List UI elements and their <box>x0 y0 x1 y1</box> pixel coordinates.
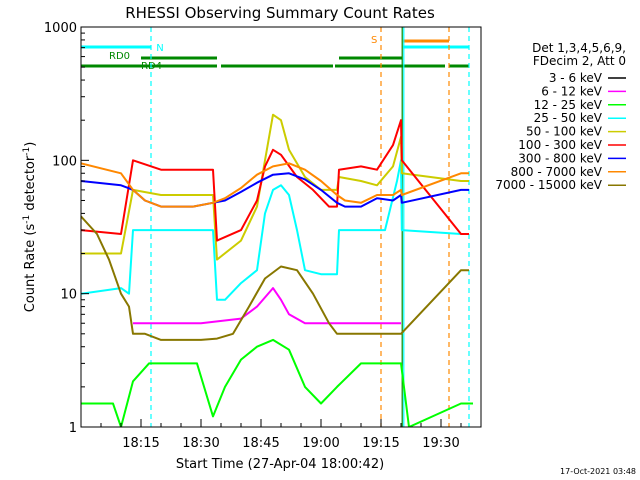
y-axis-label-sup1: -1 <box>22 215 32 224</box>
series-line-2 <box>133 287 401 325</box>
y-axis-label-sup2: -1 <box>22 147 32 156</box>
x-tick-label: 19:30 <box>422 436 459 451</box>
y-tick-label: 1000 <box>44 21 77 36</box>
legend-label-1: 3 - 6 keV <box>549 71 603 85</box>
legend-label-2: 6 - 12 keV <box>541 84 603 98</box>
y-axis: 1 10 100 1000 <box>44 21 89 436</box>
legend: Det 1,3,4,5,6,9, FDecim 2, Att 0 3 - 6 k… <box>495 41 626 192</box>
legend-header-line2: FDecim 2, Att 0 <box>533 54 626 68</box>
x-axis-label: Start Time (27-Apr-04 18:00:42) <box>176 457 384 472</box>
x-axis: 18:15 18:30 18:45 19:00 19:15 19:30 <box>80 419 482 451</box>
legend-label-9: 7000 - 15000 keV <box>495 178 602 192</box>
chart-title: RHESSI Observing Summary Count Rates <box>125 4 435 22</box>
legend-label-4: 25 - 50 keV <box>534 111 603 125</box>
y-tick-label: 10 <box>60 288 77 303</box>
footer-date: 17-Oct-2021 03:48 <box>560 467 636 476</box>
series-line-8 <box>81 162 469 208</box>
plot-area: NRD0RD4S <box>81 27 473 427</box>
legend-label-5: 50 - 100 keV <box>526 125 603 139</box>
series-line-9 <box>81 215 469 341</box>
x-tick-label: 18:45 <box>242 436 279 451</box>
y-axis-label-part2: detector <box>23 155 38 215</box>
x-tick-label: 18:15 <box>122 436 159 451</box>
legend-label-7: 300 - 800 keV <box>518 151 602 165</box>
legend-label-3: 12 - 25 keV <box>534 98 603 112</box>
y-tick-label: 1 <box>69 421 77 436</box>
y-tick-label: 100 <box>52 154 77 169</box>
legend-label-8: 800 - 7000 keV <box>511 165 603 179</box>
x-tick-label: 19:15 <box>362 436 399 451</box>
series-line-4 <box>81 159 469 301</box>
state-label-n: N <box>156 43 163 54</box>
state-label-s: S <box>371 35 377 46</box>
y-axis-label-part1: Count Rate (s <box>23 224 38 313</box>
state-label-rd0: RD0 <box>109 51 130 62</box>
series-line-3 <box>81 338 473 427</box>
x-tick-label: 19:00 <box>302 436 339 451</box>
legend-label-6: 100 - 300 keV <box>518 138 602 152</box>
series-line-5 <box>81 113 469 261</box>
y-axis-label-part3: ) <box>23 142 38 147</box>
legend-header-line1: Det 1,3,4,5,6,9, <box>532 41 626 55</box>
y-axis-label: Count Rate (s-1 detector-1) <box>22 142 38 313</box>
x-tick-label: 18:30 <box>182 436 219 451</box>
